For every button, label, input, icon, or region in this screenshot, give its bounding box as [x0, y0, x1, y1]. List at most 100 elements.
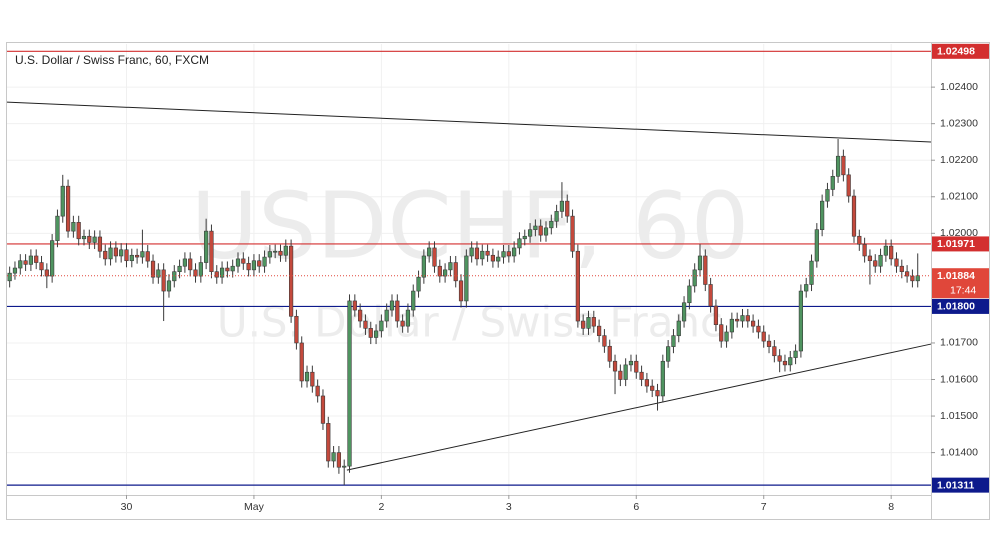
- candle-body: [740, 315, 745, 322]
- candle-body: [496, 256, 501, 262]
- candle-body: [28, 255, 34, 265]
- candle-body: [320, 395, 326, 424]
- candle-body: [666, 346, 671, 362]
- candle-body: [782, 360, 788, 366]
- candle-body: [772, 346, 777, 357]
- candle-body: [506, 251, 511, 257]
- candle-body: [384, 309, 389, 322]
- candle-body: [820, 200, 825, 230]
- candle-body: [427, 247, 432, 257]
- candle-body: [612, 360, 618, 372]
- level-label: 1.01311: [937, 479, 975, 491]
- candle-body: [798, 290, 804, 352]
- candle-body: [421, 255, 426, 278]
- candle-body: [150, 260, 156, 278]
- candle-body: [708, 284, 713, 307]
- candle-body: [575, 250, 580, 322]
- candle-body: [655, 390, 660, 397]
- candle-body: [501, 251, 506, 258]
- candle-body: [867, 255, 873, 262]
- candle-body: [193, 269, 198, 277]
- candle-body: [750, 320, 756, 327]
- level-label: 1.01800: [937, 301, 975, 313]
- candle-body: [156, 269, 161, 278]
- candle-body: [97, 236, 103, 252]
- candle-body: [623, 364, 628, 380]
- candle-body: [687, 285, 692, 304]
- candle-body: [161, 269, 166, 292]
- candle-body: [894, 258, 899, 267]
- candle-body: [639, 371, 644, 380]
- candle-body: [474, 247, 480, 260]
- y-tick-label: 1.02200: [940, 154, 978, 166]
- candle-body: [172, 271, 177, 282]
- x-tick-label: 2: [378, 501, 384, 513]
- y-tick-label: 1.02300: [940, 117, 978, 129]
- candle-body: [464, 255, 469, 302]
- candle-body: [283, 245, 288, 256]
- candle-body: [873, 260, 878, 267]
- candle-body: [39, 262, 44, 271]
- y-tick-label: 1.02400: [940, 81, 978, 93]
- candle-body: [586, 317, 591, 329]
- candle-body: [395, 300, 400, 322]
- candle-body: [485, 250, 490, 256]
- watermark: USDCHF, 60: [191, 172, 749, 279]
- candle-body: [804, 284, 809, 292]
- level-label-box: [932, 298, 989, 314]
- candle-body: [745, 315, 750, 322]
- candle-body: [389, 300, 395, 311]
- candle-body: [241, 258, 246, 264]
- x-tick-label: 3: [506, 501, 512, 513]
- candle-body: [846, 174, 851, 197]
- candle-body: [23, 260, 28, 265]
- candle-body: [198, 262, 203, 277]
- candle-body: [294, 315, 299, 344]
- candle-body: [517, 238, 522, 249]
- candle-body: [692, 269, 697, 287]
- candle-body: [724, 331, 729, 342]
- candle-body: [899, 265, 904, 272]
- candle-body: [219, 267, 225, 278]
- candle-body: [543, 227, 549, 236]
- candle-body: [188, 258, 193, 271]
- level-label-box: [932, 236, 989, 252]
- candle-body: [166, 280, 172, 292]
- candle-body: [416, 276, 421, 292]
- candle-body: [246, 262, 251, 271]
- candle-body: [591, 317, 596, 327]
- candle-body: [209, 230, 214, 272]
- candle-body: [835, 155, 841, 177]
- candle-body: [315, 385, 320, 397]
- candle-body: [214, 271, 219, 278]
- candle-body: [124, 249, 129, 262]
- level-label-box: [932, 43, 989, 59]
- candle-body: [134, 254, 140, 258]
- candle-body: [522, 235, 527, 240]
- chart-title: U.S. Dollar / Swiss Franc, 60, FXCM: [15, 53, 209, 67]
- candle-body: [34, 255, 39, 263]
- x-tick-label: 7: [761, 501, 767, 513]
- candle-body: [538, 225, 543, 236]
- candle-body: [129, 254, 134, 262]
- candle-body: [814, 229, 819, 262]
- candle-body: [618, 370, 623, 380]
- y-tick-label: 1.01400: [940, 446, 978, 458]
- candle-body: [448, 262, 453, 271]
- candle-body: [50, 240, 55, 277]
- candle-body: [113, 247, 118, 257]
- candle-body: [527, 229, 533, 237]
- candle-body: [65, 185, 71, 232]
- candle-body: [777, 355, 782, 362]
- candle-body: [299, 342, 304, 382]
- candle-body: [889, 245, 894, 260]
- candle-body: [145, 251, 150, 262]
- candle-body: [7, 272, 12, 282]
- candle-body: [469, 247, 474, 257]
- candle-body: [883, 245, 888, 256]
- candle-body: [204, 230, 209, 263]
- candle-body: [756, 325, 761, 333]
- candle-body: [554, 211, 559, 222]
- candle-body: [92, 236, 97, 243]
